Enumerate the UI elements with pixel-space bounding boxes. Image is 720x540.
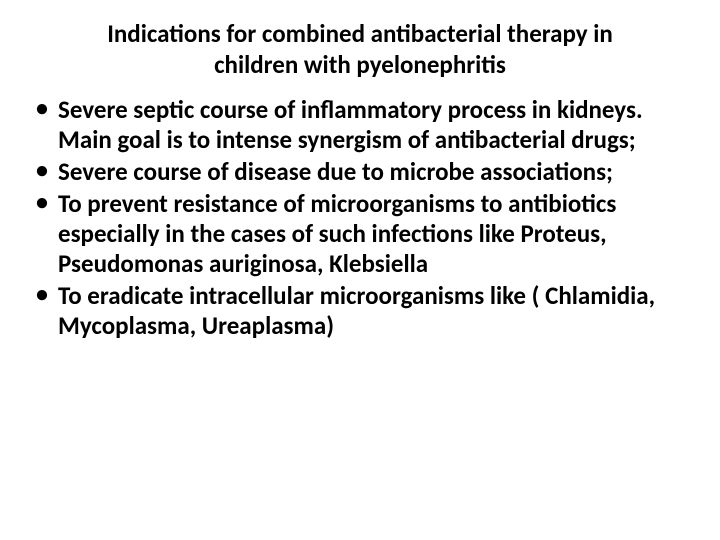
list-item: To prevent resistance of microorganisms … xyxy=(28,189,692,279)
list-item: Severe septic course of inflammatory pro… xyxy=(28,95,692,155)
slide: Indications for combined antibacterial t… xyxy=(0,0,720,540)
bullet-list: Severe septic course of inflammatory pro… xyxy=(28,95,692,341)
list-item: Severe course of disease due to microbe … xyxy=(28,157,692,187)
list-item: To eradicate intracellular microorganism… xyxy=(28,281,692,341)
slide-title: Indications for combined antibacterial t… xyxy=(68,18,652,81)
